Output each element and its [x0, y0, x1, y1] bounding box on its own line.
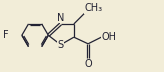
- Text: CH₃: CH₃: [85, 3, 103, 13]
- Text: O: O: [84, 59, 92, 69]
- Text: OH: OH: [102, 32, 117, 42]
- Text: F: F: [3, 30, 9, 40]
- Text: S: S: [58, 40, 64, 50]
- Text: N: N: [57, 13, 64, 23]
